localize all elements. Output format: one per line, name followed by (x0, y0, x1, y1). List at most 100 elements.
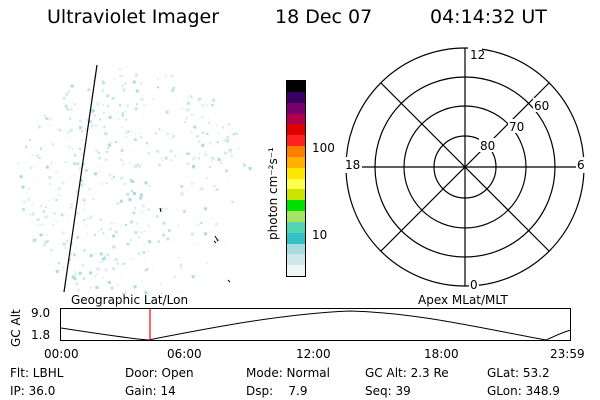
gain-label: Gain: 14 (125, 384, 176, 398)
speckle (136, 163, 139, 166)
speckle (58, 128, 62, 132)
speckle (99, 218, 102, 221)
speckle (145, 75, 147, 76)
speckle (101, 80, 104, 83)
speckle (180, 185, 184, 189)
speckle (78, 167, 82, 171)
speckle (134, 231, 138, 235)
colorbar-segment (287, 135, 305, 147)
speckle (224, 151, 228, 155)
speckle (185, 152, 188, 155)
speckle (135, 89, 139, 93)
speckle (119, 199, 123, 203)
speckle (60, 213, 64, 217)
speckle (141, 204, 145, 208)
speckle (120, 176, 124, 180)
speckle (172, 86, 175, 89)
speckle (188, 152, 191, 155)
speckle (140, 97, 144, 101)
speckle (101, 257, 105, 261)
speckle (196, 135, 199, 138)
speckle (142, 103, 145, 106)
speckle (235, 132, 238, 135)
speckle (248, 167, 252, 170)
speckle (134, 107, 138, 111)
speckle (45, 117, 48, 120)
speckle (95, 285, 99, 289)
speckle (94, 124, 97, 127)
speckle (99, 170, 100, 172)
speckle (156, 215, 159, 218)
speckle (197, 223, 200, 226)
speckle (94, 233, 96, 236)
speckle (161, 129, 163, 130)
speckle (214, 222, 218, 226)
speckle (69, 252, 72, 256)
speckle (145, 168, 147, 170)
speckle (122, 88, 126, 92)
speckle (98, 152, 101, 155)
speckle (67, 90, 70, 93)
speckle (124, 291, 127, 294)
speckle (69, 117, 72, 120)
speckle (138, 252, 140, 254)
speckle (69, 128, 73, 132)
speckle (190, 232, 194, 236)
speckle (132, 80, 136, 84)
speckle (122, 161, 124, 163)
speckle (162, 221, 166, 225)
ring-label-70: 70 (509, 120, 524, 134)
speckle (100, 219, 102, 221)
speckle (130, 150, 132, 152)
speckle (125, 136, 126, 138)
speckle (119, 75, 122, 78)
mark (159, 207, 162, 213)
speckle (73, 103, 76, 106)
speckle (109, 228, 112, 231)
speckle (105, 151, 108, 153)
speckle (143, 244, 146, 247)
speckle (94, 275, 96, 277)
polar-label-left: 18 (345, 158, 360, 172)
speckle (121, 154, 123, 156)
speckle (29, 213, 31, 215)
speckle (100, 261, 103, 264)
speckle (31, 154, 34, 157)
speckle (57, 187, 61, 191)
speckle (201, 116, 204, 119)
speckle (15, 178, 17, 180)
speckle (157, 162, 159, 164)
speckle (114, 223, 116, 225)
speckle (184, 121, 187, 123)
speckle (160, 208, 163, 211)
speckle (101, 88, 105, 92)
speckle (144, 203, 146, 205)
colorbar-tick-10: 10 (312, 228, 328, 242)
timeline-ylabel: GC Alt (9, 309, 23, 347)
speckle (77, 281, 79, 283)
speckle (184, 108, 186, 110)
polar-grid: 12 18 6 0 80 70 60 (344, 47, 588, 292)
speckle (198, 97, 201, 101)
speckle (141, 281, 143, 283)
speckle (36, 154, 40, 158)
speckle (201, 104, 205, 108)
uv-image (15, 64, 252, 295)
speckle (66, 254, 68, 256)
speckle (29, 166, 33, 170)
speckle (107, 280, 111, 284)
speckle (197, 140, 201, 144)
speckle (96, 102, 100, 106)
speckle (32, 239, 36, 243)
speckle (206, 104, 208, 107)
speckle (162, 233, 166, 237)
speckle (55, 199, 58, 201)
speckle (211, 218, 212, 219)
speckle (99, 252, 103, 256)
speckle (112, 197, 113, 199)
speckle (71, 148, 74, 151)
speckle (102, 276, 104, 279)
speckle (181, 107, 184, 110)
speckle (88, 290, 90, 292)
speckle (204, 152, 208, 156)
